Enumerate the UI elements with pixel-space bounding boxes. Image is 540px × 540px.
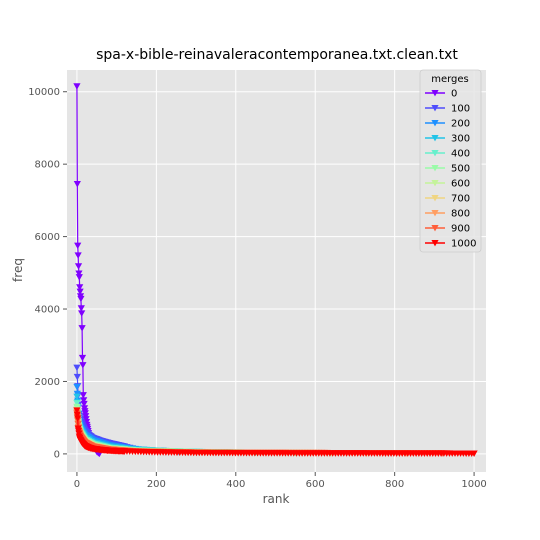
y-axis-ticks: 0 2000 4000 6000 8000 10000	[28, 87, 67, 460]
y-tick-label: 6000	[35, 232, 60, 243]
chart-title: spa-x-bible-reinavaleracontemporanea.txt…	[96, 47, 458, 63]
legend-label: 900	[451, 224, 470, 235]
x-tick-label: 800	[385, 479, 404, 490]
x-tick-label: 1000	[461, 479, 486, 490]
legend-label: 300	[451, 134, 470, 145]
data-point	[76, 288, 84, 296]
legend-swatch-marker	[431, 119, 439, 127]
x-tick-label: 600	[306, 479, 325, 490]
legend-box	[419, 69, 482, 253]
legend-label: 800	[451, 209, 470, 220]
data-point	[74, 242, 82, 250]
data-point	[75, 270, 83, 277]
data-point	[79, 392, 87, 399]
legend-swatch-marker	[431, 224, 439, 232]
legend-swatch-marker	[431, 164, 439, 172]
series-1000	[73, 407, 478, 457]
legend-swatch-marker	[431, 179, 439, 187]
data-point	[78, 325, 86, 332]
legend-label: 100	[451, 104, 470, 115]
legend-label: 1000	[451, 239, 476, 250]
data-point	[74, 415, 82, 422]
data-point	[73, 83, 81, 90]
data-point	[78, 354, 87, 362]
legend-entries: 0 100 200 300 400 500 600 700 800 900 1000	[425, 89, 476, 250]
data-point	[77, 305, 85, 312]
data-point	[74, 263, 83, 270]
x-axis-ticks: 0 200 400 600 800 1000	[74, 472, 487, 490]
data-point	[73, 181, 81, 188]
data-point	[80, 400, 88, 408]
data-point	[74, 252, 82, 259]
series-layer	[73, 83, 478, 457]
data-point	[76, 284, 84, 291]
legend-label: 500	[451, 164, 470, 175]
x-tick-label: 0	[74, 479, 80, 490]
grid-lines	[67, 70, 486, 472]
y-tick-label: 0	[54, 449, 60, 460]
legend-label: 700	[451, 194, 470, 205]
legend-label: 200	[451, 119, 470, 130]
x-tick-label: 200	[147, 479, 166, 490]
data-point	[73, 373, 81, 381]
legend-title: merges	[431, 74, 469, 85]
data-point	[73, 393, 81, 401]
y-tick-label: 2000	[35, 377, 60, 388]
legend: merges 0 100 200 300 400 500 600 700 800 900 1000	[419, 69, 482, 253]
data-point	[77, 295, 85, 303]
legend-swatch-marker	[431, 134, 439, 142]
data-point	[78, 310, 86, 317]
data-point	[73, 407, 81, 414]
y-tick-label: 10000	[28, 87, 60, 98]
legend-swatch-marker	[431, 239, 439, 247]
legend-swatch-marker	[431, 209, 439, 217]
data-point	[470, 450, 478, 457]
y-tick-label: 8000	[35, 160, 60, 171]
data-point	[80, 397, 88, 404]
data-point	[73, 411, 81, 419]
data-point	[73, 400, 81, 407]
data-point	[73, 364, 81, 372]
data-point	[73, 383, 81, 391]
y-tick-label: 4000	[35, 305, 60, 316]
data-point	[75, 274, 83, 281]
legend-label: 600	[451, 179, 470, 190]
legend-label: 0	[451, 89, 457, 100]
x-tick-label: 400	[226, 479, 245, 490]
plot-area	[67, 70, 486, 472]
legend-swatch-marker	[431, 89, 439, 97]
x-axis-label: rank	[263, 492, 290, 506]
legend-label: 400	[451, 149, 470, 160]
y-axis-label: freq	[11, 258, 25, 282]
legend-swatch-marker	[431, 149, 439, 157]
data-point	[79, 362, 87, 369]
legend-swatch-marker	[431, 194, 439, 202]
legend-swatch-marker	[431, 104, 439, 112]
